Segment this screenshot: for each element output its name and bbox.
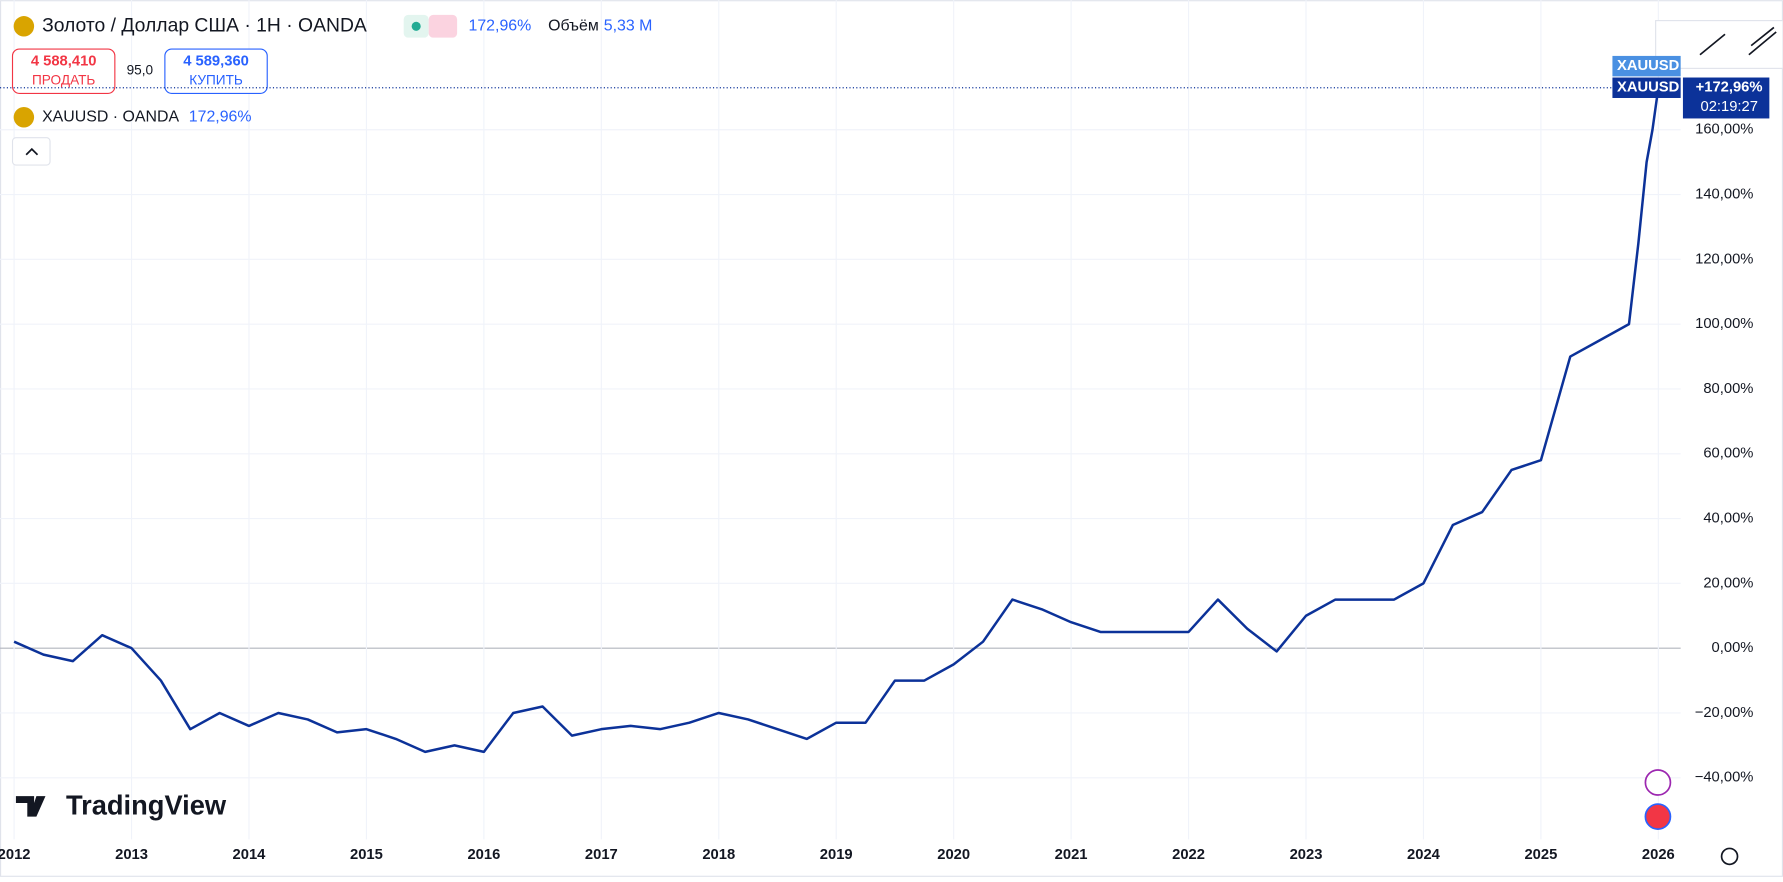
y-tick-label: 100,00% (1695, 316, 1753, 332)
volume: 5,33 M (604, 17, 653, 34)
x-tick-label: 2014 (233, 847, 267, 863)
logo: TradingView (66, 790, 227, 821)
collapse-icon (25, 147, 39, 156)
symbol-tag-text: XAUUSD (1617, 80, 1680, 96)
y-tick-label: 60,00% (1703, 446, 1753, 462)
events-icon[interactable] (1644, 769, 1672, 796)
y-tick-label: 20,00% (1703, 575, 1753, 591)
x-tick-label: 2017 (585, 847, 618, 863)
y-tick-label: 120,00% (1695, 251, 1753, 267)
series-line (13, 87, 1660, 754)
y-tick-label: 0,00% (1712, 640, 1754, 656)
x-tick-label: 2013 (115, 847, 148, 863)
symbol-icon (13, 16, 35, 37)
collapse-button[interactable] (11, 137, 51, 166)
y-tick-label: −20,00% (1695, 705, 1754, 721)
legend-icon (13, 107, 35, 128)
legend-symbol[interactable]: XAUUSD · OANDA (42, 108, 179, 125)
y-tick-label: 160,00% (1695, 122, 1753, 138)
last-value-tag (1682, 77, 1770, 119)
x-tick-label: 2025 (1524, 847, 1557, 863)
symbol-tag (1612, 77, 1681, 98)
legend-change: 172,96% (189, 108, 252, 125)
x-tick-label: 2023 (1290, 847, 1323, 863)
volume-label: Объём (548, 17, 599, 34)
y-tick-label: 40,00% (1703, 510, 1753, 526)
sell-button[interactable] (11, 48, 116, 94)
countdown: 02:19:27 (1700, 99, 1757, 115)
buy-price: 4 589,360 (183, 53, 249, 69)
change: 172,96% (468, 17, 531, 34)
country-icon[interactable] (1644, 803, 1672, 830)
x-tick-label: 2016 (467, 847, 500, 863)
y-tick-label: −40,00% (1695, 770, 1754, 786)
last-value-label: +172,96% (1696, 80, 1763, 96)
x-tick-label: 2015 (350, 847, 383, 863)
spread: 95,0 (127, 62, 154, 77)
logo-mark (15, 796, 46, 817)
sell-label: ПРОДАТЬ (32, 72, 95, 87)
symbol-tag-text: XAUUSD (1617, 58, 1680, 74)
x-tick-label: 2019 (820, 847, 853, 863)
x-tick-label: 2024 (1407, 847, 1441, 863)
x-tick-label: 2026 (1642, 847, 1675, 863)
buy-button[interactable] (164, 48, 268, 94)
status-dot (411, 21, 421, 31)
draw-tools[interactable] (1699, 26, 1777, 56)
x-tick-label: 2012 (0, 847, 31, 863)
x-tick-label: 2020 (937, 847, 970, 863)
x-tick-label: 2018 (702, 847, 735, 863)
y-tick-label: 140,00% (1695, 186, 1753, 202)
settings-icon[interactable] (1720, 847, 1739, 866)
x-tick-label: 2022 (1172, 847, 1205, 863)
x-tick-label: 2021 (1055, 847, 1088, 863)
buy-label: КУПИТЬ (189, 72, 243, 87)
sell-price: 4 588,410 (31, 53, 97, 69)
symbol-title[interactable]: Золото / Доллар США · 1H · OANDA (42, 15, 367, 36)
symbol-tag (1612, 55, 1681, 77)
data-badge[interactable] (428, 14, 458, 38)
y-tick-label: 80,00% (1703, 381, 1753, 397)
